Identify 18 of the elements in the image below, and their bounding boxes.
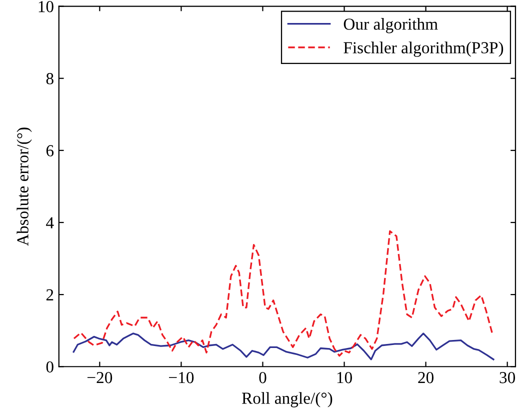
y-tick-label: 10	[38, 0, 54, 12]
y-tick-label: 8	[46, 73, 54, 84]
x-tick-label: 10	[337, 372, 352, 384]
legend-label: Our algorithm	[344, 18, 438, 34]
y-tick-label: 0	[46, 361, 54, 373]
x-axis-title: Roll angle/(°)	[242, 392, 332, 408]
x-tick-label: −10	[169, 372, 194, 384]
x-tick-label: −20	[87, 372, 112, 384]
line-series	[72, 332, 494, 360]
y-tick-label: 4	[46, 217, 54, 228]
x-tick-label: 30	[500, 372, 516, 384]
x-tick-label: 20	[418, 372, 434, 384]
legend-label: Fischler algorithm(P3P)	[344, 42, 504, 57]
y-tick-label: 6	[46, 145, 54, 156]
y-tick-label: 2	[46, 289, 54, 300]
line-series	[73, 230, 494, 357]
y-axis-title: Absolute error/(°)	[16, 128, 32, 246]
x-tick-label: 0	[259, 372, 266, 384]
